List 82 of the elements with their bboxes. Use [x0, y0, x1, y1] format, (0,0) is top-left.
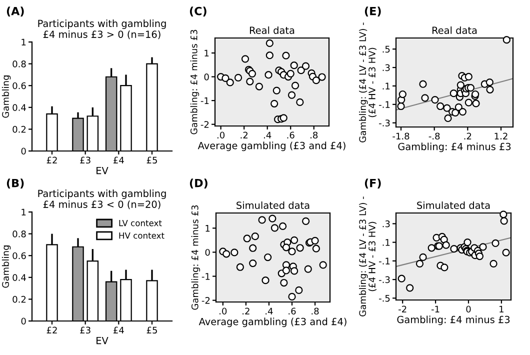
chart-title: Participants with gambling £4 minus £3 < 0 (n=20) — [38, 190, 166, 210]
x-tick-label: -1.8 — [392, 132, 410, 140]
y-tick-label: .5 — [382, 46, 390, 53]
y-tick-label: -.1 — [379, 258, 390, 264]
x-tick-label: £4 — [113, 326, 124, 334]
x-tick-label: .6 — [287, 132, 294, 139]
x-axis-title: Average gambling (£3 and £4) — [198, 318, 346, 328]
y-tick-label: -.5 — [379, 294, 390, 302]
x-tick-label: £4 — [113, 156, 124, 164]
chart-title: Participants with gambling £4 minus £3 > 0 (n=16) — [38, 20, 166, 40]
chart-title: Real data — [250, 26, 294, 34]
x-tick-label: .8 — [312, 308, 319, 315]
y-tick-label: 0 — [205, 248, 210, 256]
x-tick-label: .0 — [220, 308, 227, 315]
text: (A) — [6, 6, 24, 17]
x-tick-label: .2 — [464, 132, 472, 140]
chart-title: Simulated data — [417, 201, 490, 209]
chart-title: Simulated data — [236, 201, 310, 209]
x-tick-label: 1 — [500, 306, 504, 312]
x-tick-label: £3 — [80, 156, 90, 164]
y-tick-label: -.3 — [379, 276, 390, 284]
y-tick-label: 0.4 — [12, 274, 26, 281]
y-tick-label: 0 — [21, 318, 26, 325]
x-tick-label: 0 — [466, 306, 471, 313]
x-tick-label: -2 — [398, 306, 406, 312]
x-tick-label: .0 — [217, 132, 225, 139]
y-tick-label: .1 — [382, 82, 390, 90]
legend-label: LV context — [119, 220, 162, 226]
x-axis-title: Average gambling (£3 and £4) — [198, 142, 346, 152]
text: (B) — [6, 178, 24, 189]
y-tick-label: .3 — [382, 64, 390, 72]
y-axis-title: Gambling: (£4 LV - £3 LV) - (£4 HV - £3 HV) — [359, 22, 376, 142]
x-tick-label: £5 — [146, 326, 157, 334]
text: (F) — [364, 178, 381, 189]
x-tick-label: .4 — [266, 308, 273, 314]
x-tick-label: £2 — [46, 156, 57, 164]
x-axis-title: Gambling: £4 minus £3 — [397, 316, 510, 326]
y-tick-label: 1 — [22, 38, 26, 46]
text: (D) — [190, 178, 208, 189]
y-tick-label: 0.2 — [12, 296, 26, 303]
y-tick-label: -.3 — [379, 120, 390, 126]
y-tick-label: .3 — [382, 220, 390, 228]
y-tick-label: -1 — [200, 97, 209, 104]
y-tick-label: 0.6 — [12, 82, 26, 90]
y-axis-title: Gambling: £4 minus £3 — [191, 205, 200, 310]
x-tick-label: .2 — [240, 132, 248, 138]
x-tick-label: -1 — [431, 306, 440, 312]
y-tick-label: 1 — [204, 50, 209, 56]
y-tick-label: 0.6 — [12, 252, 26, 260]
y-tick-label: -1 — [202, 273, 210, 280]
x-tick-label: .8 — [310, 132, 318, 139]
y-tick-label: 1 — [206, 225, 210, 232]
y-axis-title: Gambling — [2, 246, 11, 288]
text: (C) — [190, 6, 206, 17]
x-tick-label: £3 — [80, 326, 90, 334]
y-axis-title: Gambling: £4 minus £3 — [190, 30, 200, 134]
text: (E) — [364, 6, 381, 17]
x-tick-label: .4 — [264, 132, 272, 138]
x-tick-label: £2 — [46, 326, 57, 334]
chart-title: Real data — [432, 26, 477, 34]
y-axis-title: Gambling: (£4 LV - £3 LV) - (£4 HV - £3 HV) — [359, 196, 376, 316]
y-tick-label: 0.4 — [12, 104, 26, 111]
y-tick-label: 0.8 — [12, 230, 26, 238]
y-tick-label: .1 — [382, 239, 390, 246]
x-tick-label: .2 — [242, 308, 250, 314]
x-axis-title: Gambling: £4 minus £3 — [398, 142, 511, 152]
y-tick-label: 0 — [204, 73, 209, 80]
x-tick-label: .6 — [288, 308, 296, 315]
y-tick-label: -.1 — [379, 101, 390, 108]
y-tick-label: 0 — [21, 148, 26, 155]
y-tick-label: -2 — [200, 121, 209, 128]
x-tick-label: -.8 — [428, 132, 440, 140]
x-axis-title: EV — [96, 166, 108, 174]
y-tick-label: 1 — [22, 208, 26, 216]
x-tick-label: 1.2 — [494, 132, 508, 140]
y-tick-label: 0.8 — [12, 60, 26, 68]
y-tick-label: -2 — [202, 297, 210, 304]
x-tick-label: £5 — [146, 156, 157, 164]
legend-label: HV context — [119, 232, 164, 239]
y-axis-title: Gambling — [2, 76, 11, 118]
x-axis-title: EV — [96, 336, 108, 344]
y-tick-label: 0.2 — [12, 126, 26, 133]
